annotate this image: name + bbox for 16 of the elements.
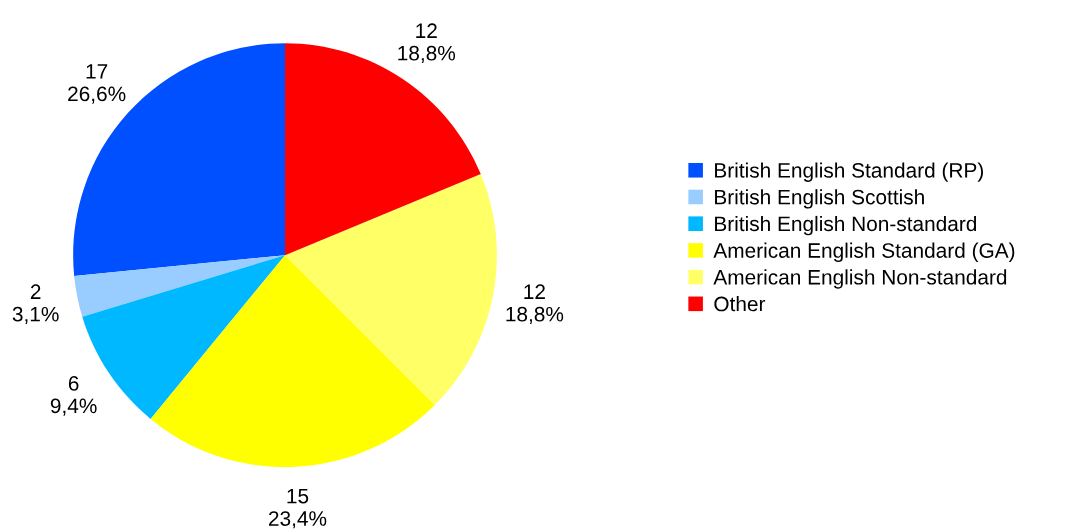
pie-slice (285, 174, 497, 405)
data-label: 6 9,4% (50, 376, 97, 416)
pie-slice (74, 255, 286, 317)
data-label: 15 23,4% (269, 488, 327, 529)
legend-label: British English Standard (RP) (715, 162, 983, 182)
data-label: 17 26,6% (68, 64, 126, 104)
pie-slice (285, 43, 481, 256)
legend-label: British English Non-standard (715, 215, 977, 236)
pie-slice (150, 255, 435, 467)
data-label: 12 18,8% (506, 284, 564, 325)
legend-label: Other (714, 296, 766, 312)
data-label: 2 3,1% (12, 284, 59, 325)
legend-label: American English Standard (GA) (713, 242, 1015, 263)
legend-label: British English Scottish (715, 189, 924, 209)
data-label: 12 18,8% (398, 23, 456, 64)
legend-label: American English Non-standard (713, 269, 1007, 289)
